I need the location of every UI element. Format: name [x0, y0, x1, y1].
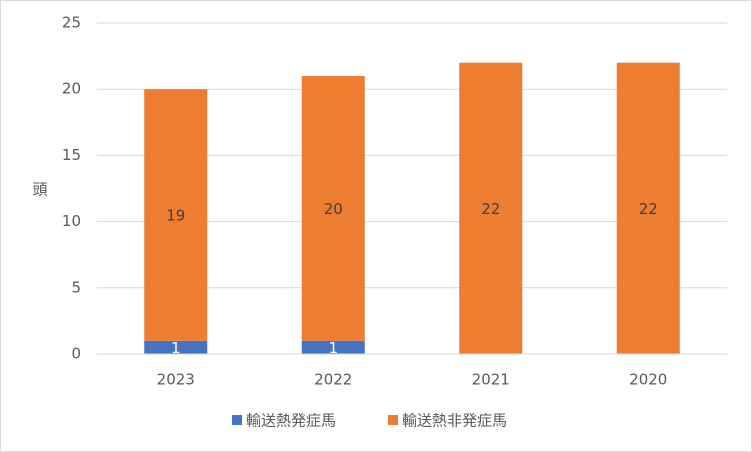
legend-swatch: [232, 415, 242, 425]
bar-segment: [144, 89, 208, 341]
y-tick-label: 5: [71, 278, 81, 296]
x-tick-label: 2023: [157, 371, 195, 389]
y-tick-label: 10: [62, 212, 81, 230]
x-tick-label: 2022: [314, 371, 352, 389]
y-axis-label: 頭: [32, 181, 47, 199]
legend-label: 輸送熱発症馬: [246, 412, 336, 430]
y-tick-label: 20: [62, 80, 81, 98]
bar-segment: [616, 62, 680, 354]
y-tick-label: 15: [62, 146, 81, 164]
bar-segment: [459, 62, 523, 354]
data-label: 22: [639, 200, 658, 218]
bar-segment: [301, 340, 365, 354]
data-label: 20: [324, 200, 343, 218]
x-tick-label: 2021: [472, 371, 510, 389]
legend-swatch: [388, 415, 398, 425]
data-label: 22: [481, 200, 500, 218]
legend-label: 輸送熱非発症馬: [402, 412, 507, 430]
x-tick-label: 2020: [629, 371, 667, 389]
bar-segment: [144, 340, 208, 354]
data-label: 1: [171, 339, 181, 357]
data-label: 1: [328, 339, 338, 357]
y-tick-label: 0: [71, 345, 81, 363]
y-tick-label: 25: [62, 14, 81, 32]
bar-segment: [301, 75, 365, 341]
data-label: 19: [166, 206, 185, 224]
